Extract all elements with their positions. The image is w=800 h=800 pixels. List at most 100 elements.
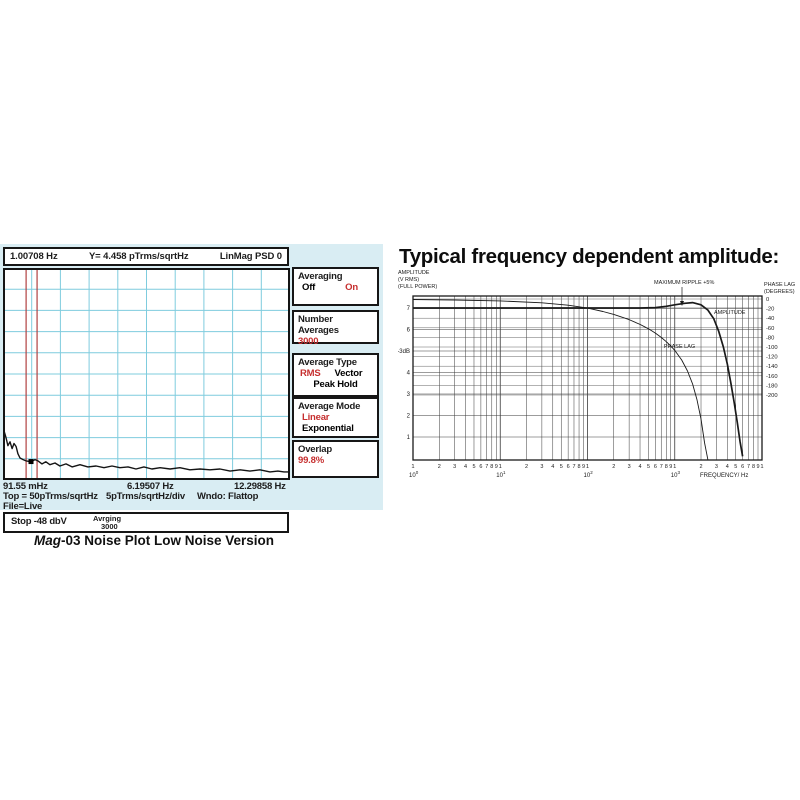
left-chart-caption: Mag-03 Noise Plot Low Noise Version — [34, 533, 274, 548]
status-stop: Stop -48 dbV — [11, 516, 67, 527]
average-mode-linear-option[interactable]: Linear — [302, 412, 330, 423]
svg-text:-3dB: -3dB — [398, 349, 410, 355]
status-bar: Stop -48 dbV Avrging 3000 — [3, 512, 289, 533]
number-averages-box: Number Averages 3000 — [292, 310, 379, 347]
svg-text:1: 1 — [760, 464, 763, 470]
svg-text:-100: -100 — [766, 345, 778, 351]
average-type-rms-option[interactable]: RMS — [300, 368, 321, 379]
svg-text:3: 3 — [453, 464, 456, 470]
average-type-vector-option[interactable]: Vector — [334, 368, 363, 379]
noise-spectrum-plot — [3, 268, 290, 480]
svg-text:6: 6 — [407, 328, 411, 334]
average-type-box: Average Type RMS Vector Peak Hold — [292, 353, 379, 397]
svg-text:5: 5 — [647, 464, 650, 470]
number-averages-title: Number Averages — [298, 314, 339, 336]
average-type-peakhold-option[interactable]: Peak Hold — [313, 379, 358, 390]
bode-grid — [412, 296, 763, 460]
svg-text:PHASE LAG: PHASE LAG — [664, 344, 695, 350]
svg-text:6: 6 — [567, 464, 570, 470]
svg-text:6: 6 — [654, 464, 657, 470]
caption-italic-part: Mag — [34, 533, 61, 548]
annotations: MAXIMUM RIPPLE +5% AMPLITUDE PHASE LAG — [654, 280, 746, 350]
svg-text:100: 100 — [409, 470, 419, 479]
svg-text:3: 3 — [715, 464, 718, 470]
svg-text:-120: -120 — [766, 355, 778, 361]
marker-point — [28, 459, 34, 465]
status-avrging-label: Avrging — [93, 514, 122, 523]
svg-text:(V RMS): (V RMS) — [398, 277, 419, 283]
svg-text:4: 4 — [464, 464, 467, 470]
spectrum-grid — [3, 268, 290, 480]
svg-text:MAXIMUM RIPPLE +5%: MAXIMUM RIPPLE +5% — [654, 280, 714, 286]
caption-rest-part: -03 Noise Plot Low Noise Version — [61, 533, 275, 548]
svg-text:8: 8 — [490, 464, 493, 470]
averaging-off-option[interactable]: Off — [302, 282, 316, 293]
svg-text:-200: -200 — [766, 393, 778, 399]
svg-text:102: 102 — [584, 470, 594, 479]
x-tick-right: 12.29858 Hz — [234, 481, 286, 492]
x-tick-center: 6.19507 Hz — [127, 481, 174, 492]
svg-text:4: 4 — [638, 464, 641, 470]
svg-text:FREQUENCY/ Hz: FREQUENCY/ Hz — [700, 473, 748, 479]
svg-text:9: 9 — [495, 464, 498, 470]
svg-text:1: 1 — [586, 464, 589, 470]
window-label: Wndo: Flattop — [197, 491, 259, 502]
marker-value: Y= 4.458 pTrms/sqrtHz — [88, 251, 189, 262]
svg-text:8: 8 — [578, 464, 581, 470]
svg-text:5: 5 — [560, 464, 563, 470]
file-label: File=Live — [3, 501, 43, 512]
scale-top-label: Top = 50pTrms/sqrtHz — [3, 491, 98, 502]
number-averages-value[interactable]: 3000 — [298, 336, 319, 347]
marker-readout-bar: 1.00708 Hz Y= 4.458 pTrms/sqrtHz LinMag … — [3, 247, 289, 266]
svg-text:-40: -40 — [766, 316, 774, 322]
svg-text:5: 5 — [472, 464, 475, 470]
svg-text:(DEGREES): (DEGREES) — [764, 289, 795, 295]
x-tick-left: 91.55 mHz — [3, 481, 48, 492]
frequency-response-plot: AMPLITUDE(V RMS)(FULL POWER)76-3dB4321PH… — [398, 270, 795, 479]
svg-text:1: 1 — [499, 464, 502, 470]
noise-trace — [3, 430, 290, 473]
phase-curve — [413, 299, 709, 460]
svg-text:7: 7 — [660, 464, 663, 470]
svg-text:1: 1 — [407, 435, 411, 441]
averaging-on-option[interactable]: On — [345, 282, 358, 293]
svg-text:-20: -20 — [766, 307, 774, 313]
svg-text:103: 103 — [671, 470, 681, 479]
svg-text:9: 9 — [756, 464, 759, 470]
svg-text:5: 5 — [734, 464, 737, 470]
svg-text:7: 7 — [572, 464, 575, 470]
svg-text:-80: -80 — [766, 335, 774, 341]
svg-text:3: 3 — [628, 464, 631, 470]
scale-div-label: 5pTrms/sqrtHz/div — [106, 491, 185, 502]
svg-text:4: 4 — [407, 371, 411, 377]
right-chart-title: Typical frequency dependent amplitude: — [399, 245, 780, 268]
svg-text:2: 2 — [438, 464, 441, 470]
average-mode-title: Average Mode — [298, 401, 361, 412]
svg-text:9: 9 — [669, 464, 672, 470]
overlap-value[interactable]: 99.8% — [298, 455, 324, 466]
svg-text:7: 7 — [747, 464, 750, 470]
svg-text:-160: -160 — [766, 374, 778, 380]
average-mode-exponential-option[interactable]: Exponential — [302, 423, 354, 434]
svg-text:8: 8 — [752, 464, 755, 470]
phase-axis-labels: PHASE LAG(DEGREES) 0 -20 -40 -60 -80 -100 -120 -… — [764, 282, 795, 399]
svg-text:7: 7 — [485, 464, 488, 470]
svg-text:-140: -140 — [766, 364, 778, 370]
svg-text:-180: -180 — [766, 383, 778, 389]
svg-text:PHASE LAG: PHASE LAG — [764, 282, 795, 288]
svg-text:AMPLITUDE: AMPLITUDE — [398, 270, 430, 276]
svg-text:6: 6 — [741, 464, 744, 470]
averaging-title: Averaging — [298, 271, 343, 282]
svg-text:1: 1 — [411, 464, 414, 470]
bode-curves — [413, 299, 744, 460]
svg-text:101: 101 — [496, 470, 506, 479]
svg-text:-60: -60 — [766, 326, 774, 332]
svg-text:6: 6 — [479, 464, 482, 470]
svg-text:9: 9 — [582, 464, 585, 470]
svg-text:4: 4 — [551, 464, 554, 470]
overlap-box: Overlap 99.8% — [292, 440, 379, 478]
average-type-title: Average Type — [298, 357, 357, 368]
average-mode-box: Average Mode Linear Exponential — [292, 397, 379, 438]
